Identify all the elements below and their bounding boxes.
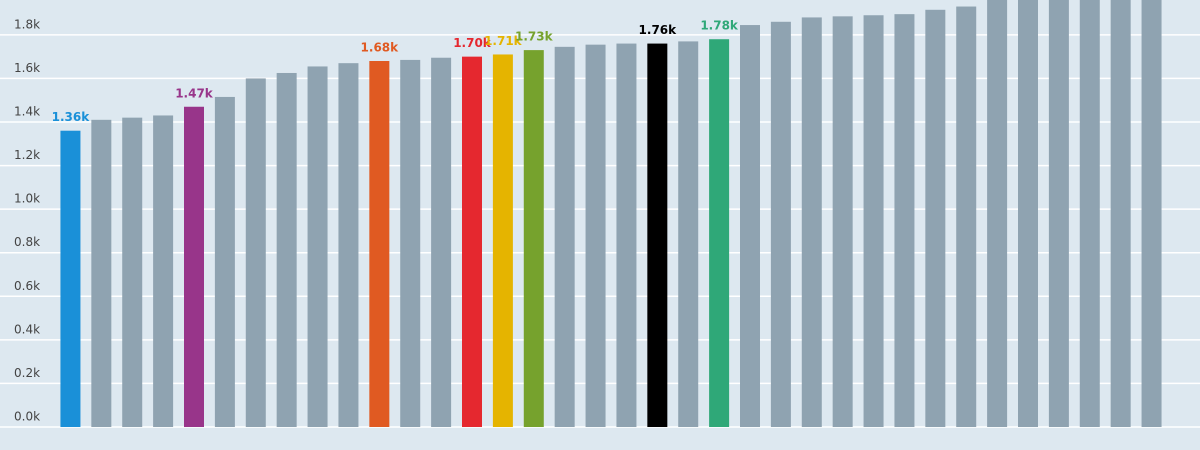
bar — [709, 39, 730, 427]
bar — [863, 15, 884, 427]
bar — [1018, 0, 1038, 427]
value-label: 1.78k — [700, 19, 739, 33]
bar — [740, 25, 760, 428]
bar — [184, 106, 204, 427]
bar — [678, 41, 699, 428]
y-tick-label: 0.4k — [14, 322, 40, 336]
y-tick-label: 0.2k — [14, 366, 40, 380]
bar — [616, 43, 637, 427]
value-label: 1.71k — [484, 34, 523, 48]
bar — [801, 17, 822, 428]
bar — [1141, 0, 1162, 428]
bar — [987, 0, 1008, 428]
bar — [276, 72, 297, 427]
value-label: 1.68k — [361, 41, 400, 55]
bar — [369, 61, 390, 427]
y-tick-label: 1.2k — [14, 148, 40, 162]
y-tick-label: 1.0k — [14, 192, 40, 206]
y-tick-label: 1.6k — [14, 61, 40, 75]
bar — [554, 46, 575, 427]
value-label: 1.36k — [52, 110, 91, 124]
bar — [647, 43, 668, 427]
bar — [214, 96, 235, 428]
bar — [585, 44, 606, 428]
y-tick-label: 1.8k — [14, 17, 40, 31]
bar — [1079, 0, 1100, 427]
value-label: 1.47k — [175, 86, 214, 100]
bar — [894, 14, 915, 428]
bar — [245, 78, 266, 427]
bar — [925, 9, 946, 428]
value-label: 1.73k — [515, 30, 554, 44]
bar — [462, 56, 482, 428]
bar — [770, 21, 791, 428]
bar — [60, 130, 81, 427]
bar — [153, 115, 174, 427]
bar — [307, 66, 328, 428]
bar — [492, 54, 513, 427]
bar — [431, 57, 452, 427]
bar — [91, 119, 112, 428]
bar — [400, 59, 421, 428]
bar — [523, 50, 544, 427]
value-label: 1.70k — [453, 36, 492, 50]
y-tick-label: 0.0k — [14, 410, 40, 424]
y-tick-label: 0.6k — [14, 279, 40, 293]
bar — [956, 6, 977, 428]
bar — [1048, 0, 1069, 428]
bar — [338, 63, 359, 428]
y-tick-label: 1.4k — [14, 105, 40, 119]
y-tick-label: 0.8k — [14, 235, 40, 249]
bar — [1110, 0, 1131, 427]
bar — [122, 117, 143, 428]
value-label: 1.76k — [639, 23, 678, 37]
bar — [832, 16, 853, 427]
